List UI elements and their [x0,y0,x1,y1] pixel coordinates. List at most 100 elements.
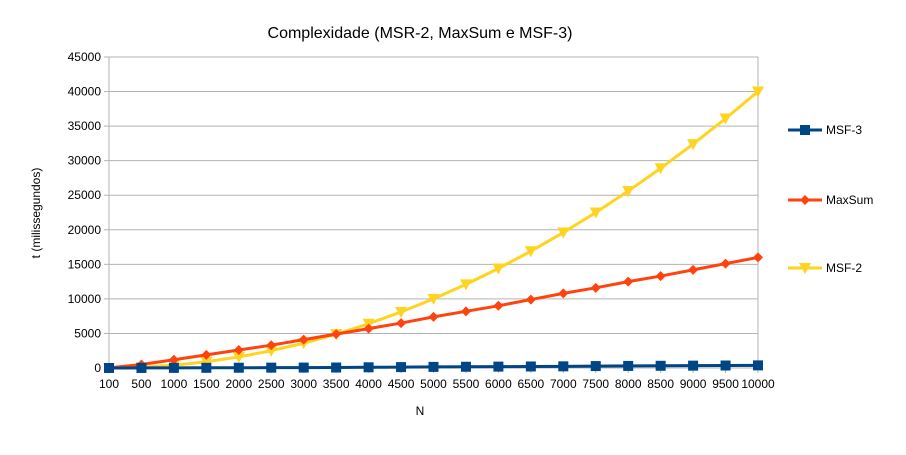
y-tick-label: 30000 [68,154,102,168]
data-point [201,349,212,360]
data-point [232,351,245,363]
legend-item: MSF-3 [788,123,862,137]
legend-label: MSF-2 [826,261,862,275]
y-tick-label: 5000 [74,326,101,340]
data-point [168,362,179,373]
data-point [168,354,179,365]
data-point [136,362,147,373]
y-tick-label: 20000 [68,223,102,237]
data-point [525,361,536,372]
data-point [331,329,342,340]
data-point [233,362,244,373]
y-tick-label: 25000 [68,188,102,202]
series-maxsum [104,252,763,373]
legend-label: MaxSum [826,193,873,207]
legend-swatch-marker [800,125,810,135]
data-point [558,288,569,299]
y-tick-label: 40000 [68,85,102,99]
series-lines [103,86,764,374]
data-point [753,360,763,371]
x-tick-label: 1500 [193,377,220,391]
x-tick-label: 6500 [517,377,544,391]
x-tick-label: 5000 [420,377,447,391]
data-point [298,362,309,373]
x-tick-label: 5500 [453,377,480,391]
y-axis-title: t (milissegundos) [29,168,43,259]
data-point [525,294,536,305]
data-point [558,361,569,372]
data-point [460,361,471,372]
data-point [719,113,732,125]
data-point [201,362,212,373]
data-point [524,246,537,258]
x-tick-label: 4000 [355,377,382,391]
data-point [752,86,764,98]
data-point [655,360,666,371]
data-point [753,252,763,263]
data-point [589,207,602,219]
x-tick-label: 10000 [741,377,775,391]
y-tick-labels: 0 5000 10000 15000 20000 25000 30000 35000 40000… [68,50,102,375]
data-point [623,360,634,371]
y-tick-label: 35000 [68,119,102,133]
data-point [720,360,731,371]
data-point [104,362,114,373]
data-point [623,276,634,287]
data-point [622,186,635,198]
axes [104,56,759,373]
x-tick-label: 100 [99,377,119,391]
x-tick-label: 8000 [615,377,642,391]
x-tick-label: 9000 [680,377,707,391]
data-point [266,362,277,373]
y-tick-label: 45000 [68,50,102,64]
data-point [720,258,731,269]
data-point [428,311,439,322]
x-tick-label: 3500 [323,377,350,391]
data-point [363,362,374,373]
data-point [200,356,213,368]
data-point [590,361,601,372]
x-tick-label: 7000 [550,377,577,391]
x-tick-label: 7500 [582,377,609,391]
data-point [492,263,505,275]
chart-title: Complexidade (MSR-2, MaxSum e MSF-3) [268,25,573,42]
y-tick-label: 0 [94,361,101,375]
legend-item: MaxSum [788,193,873,207]
x-tick-labels: 100 500 1000 1500 2000 2500 3000 3500 4000 4500 50… [99,377,775,391]
data-point [233,345,244,356]
data-point [331,362,342,373]
data-point [459,279,472,291]
data-point [493,361,504,372]
legend-swatch-marker [799,263,811,274]
x-tick-label: 8500 [647,377,674,391]
x-tick-label: 2500 [258,377,285,391]
x-tick-label: 1000 [161,377,188,391]
series-msf-3 [104,360,763,373]
data-point [428,361,439,372]
data-point [266,340,277,351]
y-tick-label: 10000 [68,292,102,306]
data-point [298,334,309,345]
x-tick-label: 6000 [485,377,512,391]
data-point [460,306,471,317]
data-point [590,282,601,293]
legend-label: MSF-3 [826,123,862,137]
data-point [396,318,407,329]
data-point [265,345,278,357]
data-point [557,227,570,239]
data-point [396,362,407,373]
legend: MSF-3 MaxSum MSF-2 [788,123,873,275]
data-point [363,323,374,334]
x-tick-label: 3000 [290,377,317,391]
data-point [688,360,699,371]
x-tick-label: 500 [131,377,151,391]
data-point [687,139,700,151]
x-axis-title: N [416,404,425,418]
data-point [427,293,440,305]
grid-lines [109,56,758,334]
y-tick-label: 15000 [68,257,102,271]
x-tick-label: 2000 [225,377,252,391]
data-point [654,163,667,175]
